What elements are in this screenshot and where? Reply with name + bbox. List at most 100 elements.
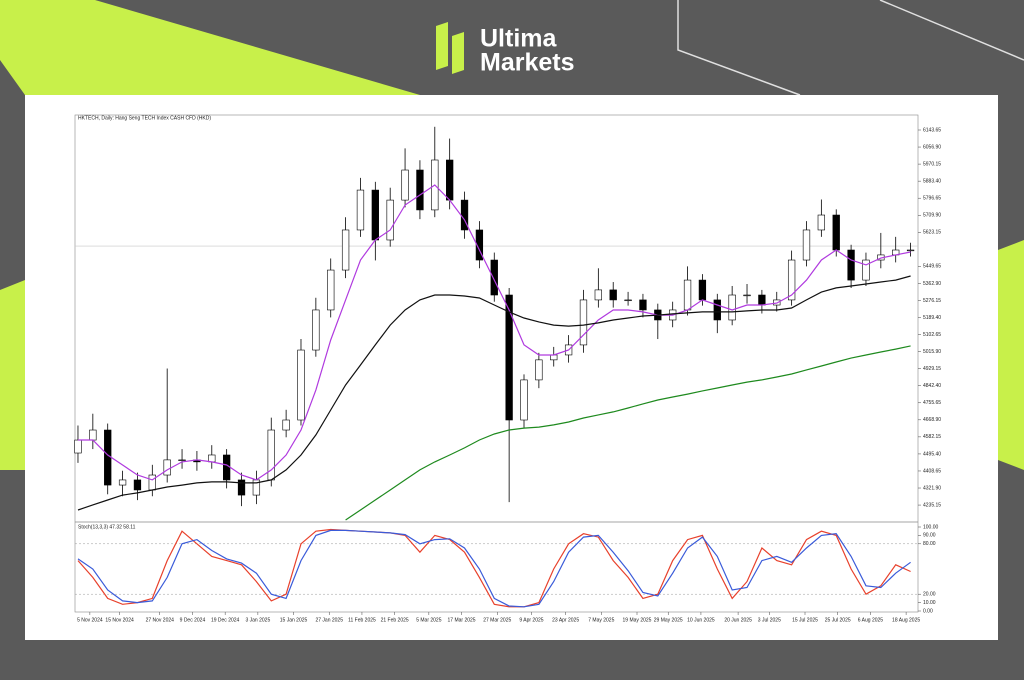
y-tick-label: 4235.15	[923, 502, 941, 508]
plot-frame	[74, 114, 919, 613]
x-tick-label: 3 Jan 2025	[245, 617, 270, 623]
x-tick-label: 3 Jul 2025	[758, 617, 781, 623]
logo-mark	[436, 22, 448, 70]
y-tick-label: 4929.15	[923, 366, 941, 372]
candle-body	[74, 439, 82, 454]
candle-body	[208, 454, 216, 463]
x-tick-label: 5 Nov 2024	[77, 617, 103, 623]
candle-body	[267, 429, 275, 481]
x-tick-label: 15 Jul 2025	[792, 617, 818, 623]
candle-body	[133, 479, 142, 491]
candle-body	[312, 309, 320, 351]
candle-body	[683, 279, 692, 311]
x-tick-label: 9 Apr 2025	[519, 617, 543, 623]
x-tick-label: 19 May 2025	[623, 617, 652, 623]
candle-body	[356, 189, 365, 231]
candle-body	[594, 289, 602, 301]
candle-body	[475, 229, 484, 261]
brand-line1: Ultima	[480, 25, 558, 53]
y-tick-label: 5970.15	[923, 161, 941, 167]
candle-body	[178, 459, 186, 461]
deco-line	[677, 0, 801, 96]
series-line	[77, 528, 911, 608]
x-tick-label: 23 Apr 2025	[552, 617, 579, 623]
candle-body	[802, 229, 811, 261]
x-tick-label: 20 Jun 2025	[724, 617, 752, 623]
lime-stripe-left	[0, 280, 25, 470]
y-tick-label: 5623.15	[923, 230, 941, 236]
candle-body	[118, 479, 127, 486]
chart-title: HKTECH, Daily: Hang Seng TECH Index CASH…	[78, 115, 211, 121]
candle-body	[535, 359, 543, 381]
candle-body	[505, 294, 513, 421]
x-tick-label: 6 Aug 2025	[858, 617, 884, 623]
y-tick-label: 4495.40	[923, 451, 941, 457]
candle-body	[89, 429, 97, 441]
x-tick-label: 19 Dec 2024	[211, 617, 240, 623]
candle-body	[223, 454, 231, 481]
y-tick-label: 5449.65	[923, 264, 941, 270]
candle-body	[550, 354, 558, 361]
candle-body	[237, 479, 246, 496]
y-tick-label: 4668.90	[923, 417, 941, 423]
y-tick-label: 5796.65	[923, 196, 941, 202]
candle-body	[906, 249, 915, 252]
candle-body	[743, 294, 751, 297]
y-tick-label: 6056.90	[923, 144, 941, 150]
candle-body	[832, 214, 840, 251]
x-tick-label: 25 Jul 2025	[825, 617, 851, 623]
y-tick-label: 5276.15	[923, 298, 941, 304]
indicator-title: Stoch(13,3,3) 47.32 58.11	[78, 524, 136, 530]
lime-stripe-top	[0, 0, 420, 95]
y-tick-label: 4321.90	[923, 485, 941, 491]
candle-body	[401, 169, 409, 201]
candle-body	[787, 259, 796, 301]
x-tick-label: 7 May 2025	[588, 617, 614, 623]
y-tick-label: 5362.90	[923, 281, 941, 287]
lime-stripe-right	[998, 240, 1024, 470]
y-tick-label: 4408.65	[923, 468, 941, 474]
x-tick-label: 17 Mar 2025	[448, 617, 476, 623]
y-tick-label: 5189.40	[923, 315, 941, 321]
candle-body	[282, 419, 290, 431]
series-line	[77, 529, 911, 608]
x-tick-label: 21 Feb 2025	[381, 617, 409, 623]
candle-body	[713, 299, 721, 321]
candle-body	[758, 294, 766, 306]
y-tick-label: 5709.90	[923, 213, 941, 219]
x-tick-label: 18 Aug 2025	[892, 617, 920, 623]
candle-body	[639, 299, 647, 311]
y-tick-label: 0.00	[923, 608, 933, 614]
candle-body	[104, 429, 112, 486]
x-tick-label: 29 May 2025	[654, 617, 683, 623]
candle-body	[416, 169, 424, 211]
series-line	[78, 184, 911, 481]
x-tick-label: 5 Mar 2025	[416, 617, 442, 623]
candle-body	[386, 199, 394, 241]
y-tick-label: 4842.40	[923, 383, 941, 389]
x-tick-label: 10 Jun 2025	[687, 617, 715, 623]
candle-body	[624, 299, 632, 302]
candle-body	[728, 294, 736, 321]
series-line	[345, 345, 911, 521]
candle-body	[579, 299, 588, 346]
x-tick-label: 27 Nov 2024	[146, 617, 175, 623]
x-tick-label: 9 Dec 2024	[180, 617, 206, 623]
candle-body	[817, 214, 826, 231]
x-tick-label: 27 Mar 2025	[483, 617, 511, 623]
y-tick-label: 4755.65	[923, 400, 941, 406]
y-tick-label: 4582.15	[923, 434, 941, 440]
candle-body	[609, 289, 617, 301]
candle-body	[520, 379, 528, 421]
candle-body	[862, 259, 870, 281]
y-tick-label: 5102.65	[923, 332, 941, 338]
x-tick-label: 11 Feb 2025	[348, 617, 376, 623]
y-tick-label: 90.00	[923, 533, 936, 539]
y-tick-label: 20.00	[923, 592, 936, 598]
candle-body	[148, 474, 156, 491]
candle-body	[297, 349, 305, 421]
candle-body	[371, 189, 379, 241]
x-tick-label: 27 Jan 2025	[315, 617, 343, 623]
candle-body	[698, 279, 707, 301]
